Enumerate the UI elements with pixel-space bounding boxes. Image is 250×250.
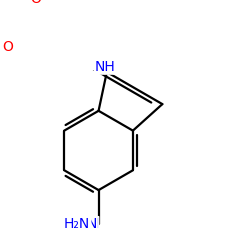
Text: H: H — [88, 217, 99, 231]
Text: N: N — [87, 217, 97, 231]
Text: O: O — [2, 40, 13, 54]
Text: NH: NH — [95, 60, 116, 74]
Text: O: O — [30, 0, 41, 6]
Text: H₂N: H₂N — [64, 217, 90, 231]
